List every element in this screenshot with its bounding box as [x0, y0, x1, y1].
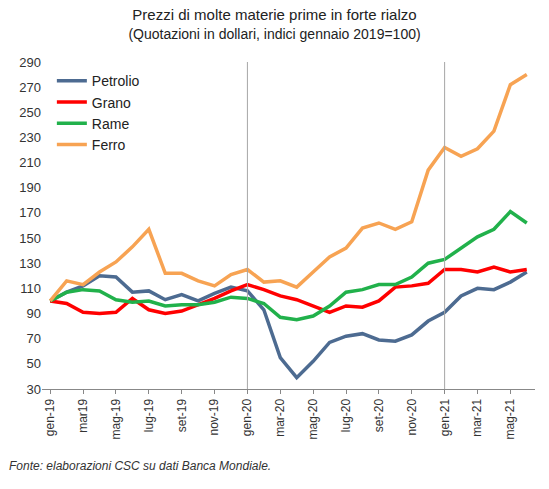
svg-text:mag-20: mag-20: [306, 398, 320, 439]
svg-text:130: 130: [19, 256, 41, 271]
svg-text:30: 30: [27, 382, 41, 397]
svg-text:250: 250: [19, 105, 41, 120]
svg-text:mar-21: mar-21: [470, 398, 484, 436]
svg-text:Petrolio: Petrolio: [92, 73, 140, 89]
svg-text:set-20: set-20: [372, 398, 386, 432]
svg-text:lug-20: lug-20: [339, 398, 353, 432]
svg-text:Ferro: Ferro: [92, 137, 126, 153]
svg-text:Grano: Grano: [92, 95, 131, 111]
svg-text:mag-19: mag-19: [109, 398, 123, 439]
svg-text:230: 230: [19, 130, 41, 145]
svg-text:set-19: set-19: [175, 398, 189, 432]
svg-text:lug-19: lug-19: [142, 398, 156, 432]
svg-text:nov-19: nov-19: [207, 398, 221, 435]
svg-text:mar19: mar19: [76, 398, 90, 432]
svg-text:nov-20: nov-20: [405, 398, 419, 435]
svg-text:150: 150: [19, 231, 41, 246]
svg-text:gen-20: gen-20: [240, 398, 254, 436]
svg-text:210: 210: [19, 155, 41, 170]
svg-text:270: 270: [19, 80, 41, 95]
svg-text:gen-19: gen-19: [43, 398, 57, 436]
svg-text:Fonte: elaborazioni CSC su dat: Fonte: elaborazioni CSC su dati Banca Mo…: [9, 459, 271, 473]
svg-text:70: 70: [27, 331, 41, 346]
svg-text:mar-20: mar-20: [273, 398, 287, 436]
svg-text:170: 170: [19, 205, 41, 220]
svg-text:90: 90: [27, 306, 41, 321]
svg-text:gen-21: gen-21: [438, 398, 452, 436]
svg-text:290: 290: [19, 55, 41, 70]
svg-text:Prezzi di molte materie prime: Prezzi di molte materie prime in forte r…: [128, 6, 420, 43]
svg-text:mag-21: mag-21: [503, 398, 517, 439]
svg-text:190: 190: [19, 180, 41, 195]
svg-text:Rame: Rame: [92, 116, 130, 132]
svg-text:50: 50: [27, 356, 41, 371]
svg-text:110: 110: [20, 281, 41, 296]
